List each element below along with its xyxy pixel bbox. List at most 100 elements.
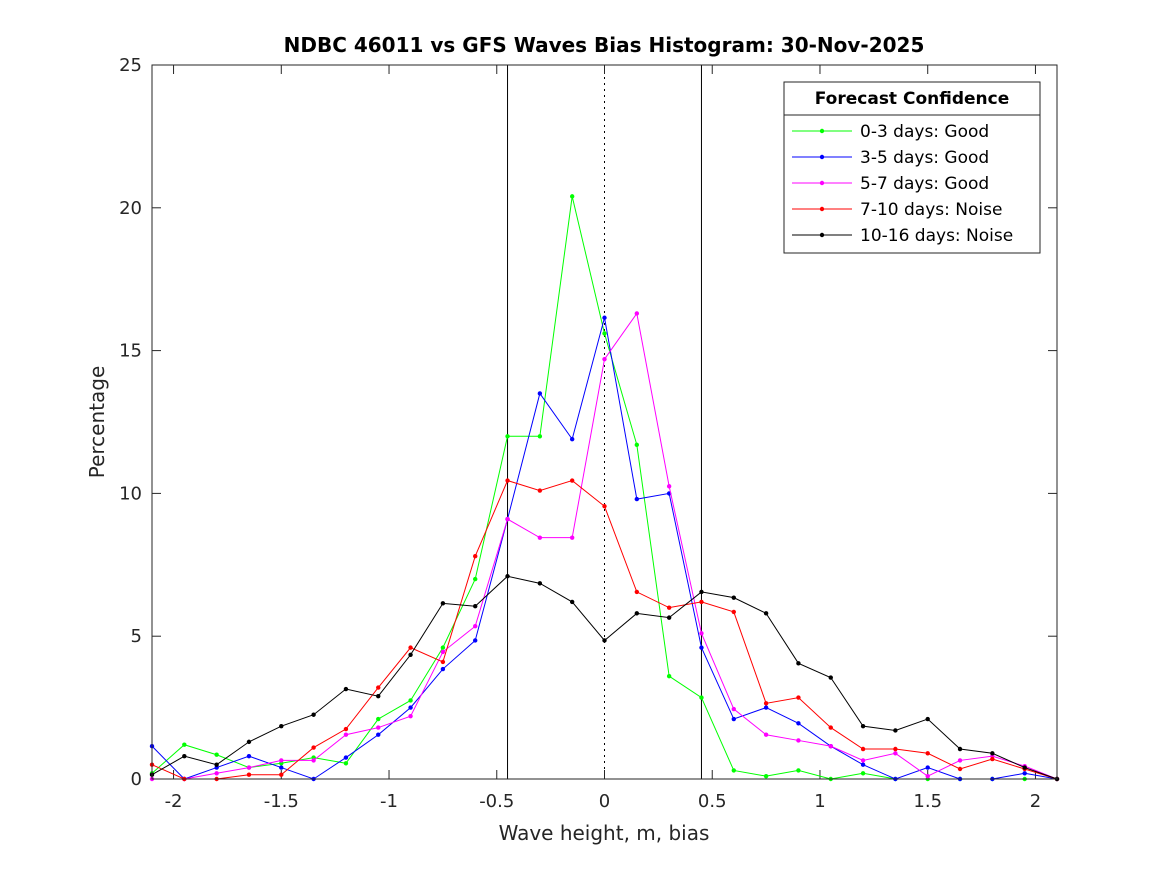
- data-point: [796, 695, 801, 700]
- y-tick-label: 0: [131, 769, 142, 790]
- data-point: [731, 716, 736, 722]
- data-point: [473, 604, 478, 609]
- data-point: [440, 601, 446, 606]
- data-point: [602, 356, 607, 362]
- data-point: [311, 745, 316, 750]
- x-tick-label: -2: [165, 791, 183, 812]
- data-point: [505, 478, 510, 483]
- legend-marker-icon: [819, 206, 825, 212]
- data-point: [246, 753, 252, 759]
- legend-marker-icon: [819, 154, 825, 160]
- data-point: [182, 753, 187, 759]
- data-point: [376, 693, 381, 699]
- y-tick-label: 15: [119, 341, 142, 362]
- legend-title: Forecast Confidence: [815, 89, 1010, 109]
- data-point: [1022, 765, 1027, 770]
- data-point: [699, 645, 704, 650]
- legend-entry: 5-7 days: Good: [860, 174, 989, 194]
- x-tick-label: 1.5: [913, 791, 942, 812]
- data-point: [343, 732, 349, 737]
- data-point: [699, 695, 704, 700]
- data-point: [376, 732, 381, 737]
- data-point: [214, 752, 219, 757]
- data-point: [311, 758, 316, 763]
- data-point: [957, 758, 963, 763]
- data-point: [537, 391, 543, 396]
- data-point: [957, 746, 963, 752]
- data-point: [279, 723, 284, 729]
- data-point: [473, 576, 478, 582]
- legend-box: [783, 81, 1041, 254]
- data-point: [763, 773, 769, 779]
- data-point: [569, 436, 575, 442]
- data-point: [408, 645, 413, 650]
- data-point: [893, 728, 898, 733]
- data-point: [602, 331, 607, 336]
- data-point: [505, 434, 510, 439]
- data-point: [569, 478, 575, 483]
- data-point: [343, 761, 349, 766]
- data-point: [860, 746, 866, 752]
- plot-frame: [151, 64, 1058, 780]
- data-point: [763, 705, 769, 710]
- legend-marker-icon: [819, 128, 825, 134]
- x-tick-label: -1: [380, 791, 398, 812]
- data-point: [569, 194, 575, 199]
- data-point: [279, 772, 284, 777]
- y-tick-label: 10: [119, 483, 142, 504]
- data-point: [214, 771, 219, 776]
- data-point: [537, 535, 543, 540]
- data-point: [860, 762, 866, 767]
- data-point: [666, 605, 672, 610]
- data-point: [569, 535, 575, 540]
- data-point: [376, 725, 381, 730]
- data-point: [860, 723, 866, 729]
- data-point: [634, 589, 640, 595]
- data-point: [828, 675, 833, 680]
- data-point: [408, 698, 413, 703]
- y-tick-label: 5: [131, 626, 142, 647]
- data-point: [666, 673, 672, 679]
- data-point: [796, 738, 801, 743]
- data-point: [925, 716, 930, 722]
- data-point: [343, 686, 349, 692]
- data-point: [214, 762, 219, 767]
- data-point: [473, 638, 478, 643]
- data-point: [699, 589, 704, 595]
- data-point: [537, 434, 543, 439]
- data-point: [376, 685, 381, 690]
- data-point: [796, 721, 801, 726]
- legend-marker-icon: [819, 180, 825, 186]
- data-point: [246, 739, 252, 745]
- data-point: [473, 624, 478, 629]
- legend-entry: 7-10 days: Noise: [860, 200, 1002, 220]
- data-point: [279, 758, 284, 763]
- data-point: [925, 751, 930, 756]
- data-point: [440, 659, 446, 665]
- legend: Forecast Confidence 0-3 days: Good 3-5 day…: [783, 81, 1041, 254]
- x-tick-label: 0.5: [698, 791, 727, 812]
- data-point: [731, 706, 736, 712]
- data-point: [343, 755, 349, 760]
- data-point: [440, 645, 446, 650]
- data-point: [666, 615, 672, 620]
- data-point: [893, 746, 898, 752]
- data-point: [246, 772, 252, 777]
- data-point: [376, 716, 381, 722]
- data-point: [763, 611, 769, 616]
- data-point: [569, 599, 575, 605]
- data-point: [893, 751, 898, 756]
- x-tick-label: 1: [814, 791, 825, 812]
- data-point: [408, 652, 413, 657]
- data-point: [763, 701, 769, 706]
- x-axis-label: Wave height, m, bias: [499, 821, 710, 845]
- data-point: [311, 712, 316, 717]
- data-point: [828, 743, 833, 749]
- data-point: [182, 742, 187, 747]
- data-point: [537, 581, 543, 586]
- data-point: [925, 765, 930, 770]
- data-point: [699, 631, 704, 636]
- data-point: [763, 732, 769, 737]
- data-point: [1022, 771, 1027, 776]
- x-tick-label: 0: [599, 791, 610, 812]
